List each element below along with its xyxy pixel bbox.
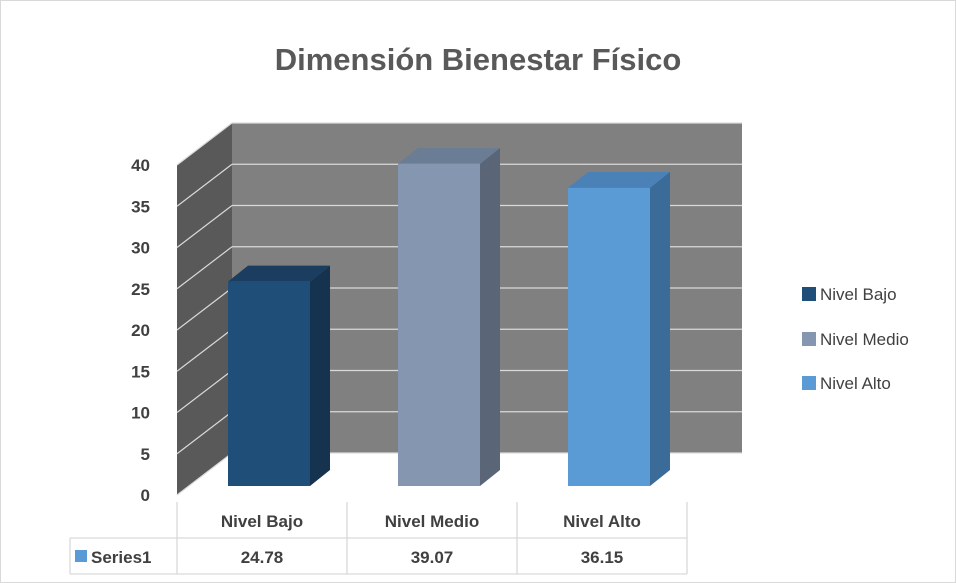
bar — [568, 171, 670, 486]
bar-top — [398, 147, 500, 164]
legend-label: Nivel Medio — [820, 330, 909, 349]
legend: Nivel Bajo Nivel Medio Nivel Alto — [802, 285, 909, 393]
bar — [398, 147, 500, 486]
y-tick-label: 10 — [131, 404, 150, 423]
bar-front — [398, 163, 480, 486]
bar-front — [568, 187, 650, 486]
y-tick-label: 40 — [131, 156, 150, 175]
data-label: 24.78 — [241, 548, 284, 567]
gridline — [176, 122, 233, 166]
y-tick-label: 30 — [131, 239, 150, 258]
bar-side — [650, 171, 670, 486]
legend-item: Nivel Bajo — [802, 285, 897, 304]
gridline — [176, 287, 233, 331]
y-tick-label: 15 — [131, 362, 150, 381]
legend-label: Nivel Bajo — [820, 285, 897, 304]
data-label: 39.07 — [411, 548, 454, 567]
series-key-swatch — [75, 550, 87, 562]
gridline — [176, 370, 233, 413]
bar — [228, 265, 330, 486]
series-name: Series1 — [91, 548, 152, 567]
bar-front — [228, 281, 310, 486]
gridline — [176, 246, 233, 290]
gridline — [176, 328, 233, 372]
gridline — [176, 205, 233, 248]
y-axis-tick-labels: 0 5 10 15 20 25 30 35 40 — [131, 156, 150, 505]
data-label: 36.15 — [581, 548, 624, 567]
bars — [228, 147, 670, 486]
legend-swatch — [802, 376, 816, 390]
legend-item: Nivel Medio — [802, 330, 909, 349]
category-label: Nivel Medio — [385, 512, 479, 531]
bar-top — [228, 265, 330, 282]
legend-item: Nivel Alto — [802, 374, 891, 393]
legend-label: Nivel Alto — [820, 374, 891, 393]
data-table: Nivel Bajo 24.78 Nivel Medio 39.07 Nivel Alt… — [69, 502, 688, 575]
gridline — [176, 452, 233, 496]
bar-side — [310, 265, 330, 486]
bar-side — [480, 147, 500, 486]
y-tick-label: 0 — [141, 486, 150, 505]
y-tick-label: 5 — [141, 445, 150, 464]
bar-top — [568, 171, 670, 188]
category-label: Nivel Bajo — [221, 512, 303, 531]
gridline — [176, 411, 233, 455]
chart-title: Dimensión Bienestar Físico — [274, 42, 682, 77]
y-tick-label: 20 — [131, 321, 150, 340]
category-label: Nivel Alto — [563, 512, 641, 531]
y-tick-label: 35 — [131, 197, 150, 216]
legend-swatch — [802, 332, 816, 346]
y-tick-label: 25 — [131, 280, 150, 299]
legend-swatch — [802, 287, 816, 301]
gridline — [176, 163, 233, 207]
